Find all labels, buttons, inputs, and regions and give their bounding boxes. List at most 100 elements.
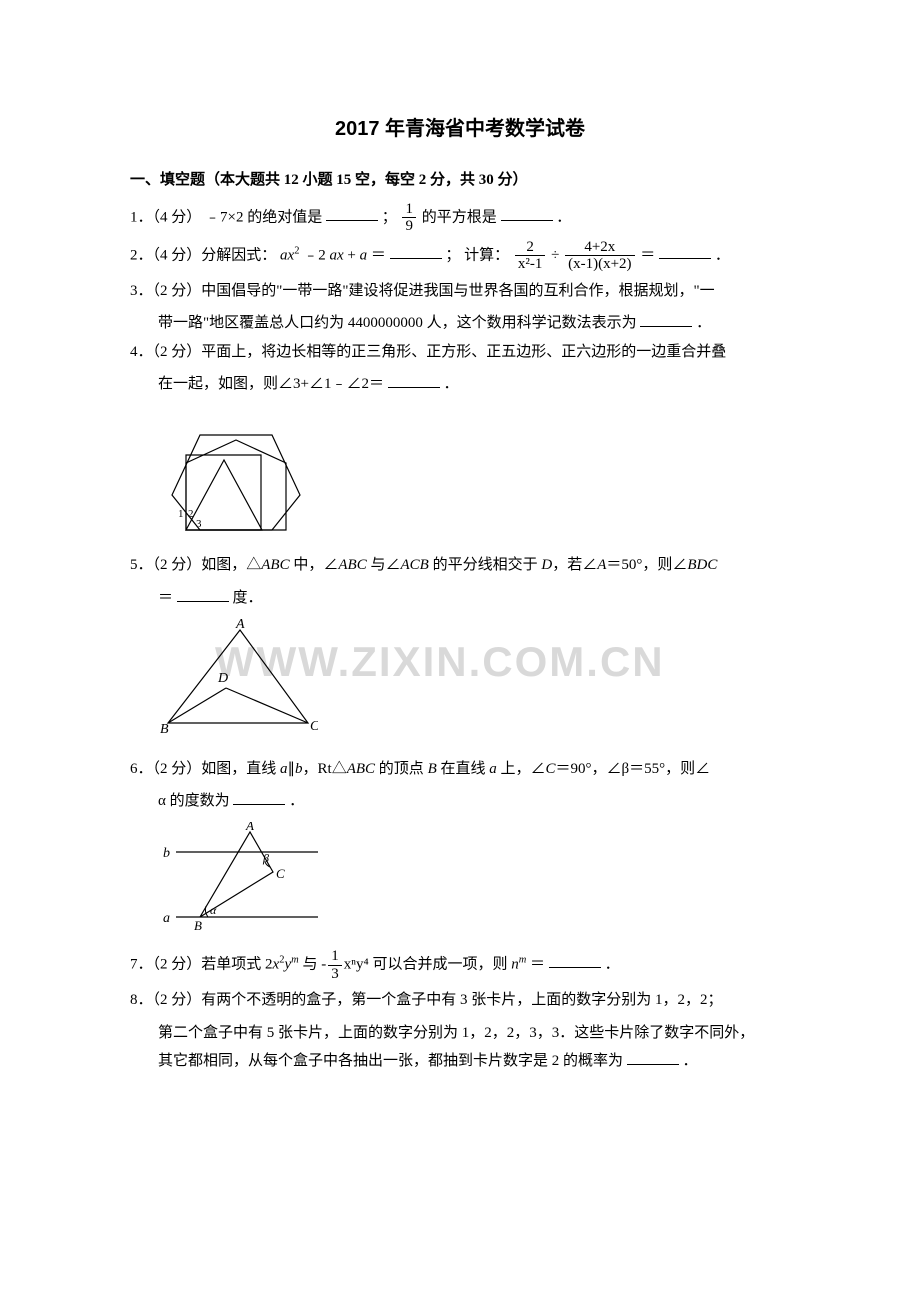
q2-text-end: ．: [715, 247, 730, 263]
blank: [390, 243, 442, 259]
q7-m: m: [291, 954, 299, 965]
divide-sign: ÷: [551, 247, 559, 263]
svg-text:C: C: [276, 866, 285, 881]
q5-abc: ABC: [261, 557, 289, 573]
q1-text-pre: 1．（4 分） ﹣7×2 的绝对值是: [130, 209, 322, 225]
content-area: 2017 年青海省中考数学试卷 一、填空题（本大题共 12 小题 15 空，每空…: [130, 110, 790, 1076]
question-2: 2．（4 分）分解因式： ax2 ﹣2 ax + a ＝ ； 计算： 2 x²-…: [130, 239, 790, 273]
blank: [326, 205, 378, 221]
q7-mid1: 与: [302, 956, 321, 972]
question-4-cont: 在一起，如图，则∠3+∠1﹣∠2＝ ．: [130, 370, 790, 399]
q7-mid2: 可以合并成一项，则: [372, 956, 511, 972]
q5-diagram: A B C D: [158, 618, 790, 749]
question-3-cont: 带一路"地区覆盖总人口约为 4400000000 人，这个数用科学记数法表示为 …: [130, 309, 790, 338]
blank: [627, 1049, 679, 1065]
q7-neg: -: [321, 956, 326, 972]
q6-c: C: [546, 761, 556, 777]
q2-eq: ＝: [640, 247, 655, 263]
numerator: 1: [328, 948, 342, 966]
fraction: 1 9: [402, 201, 416, 235]
q5-pre: 5．（2 分）如图，△: [130, 557, 261, 573]
svg-text:C: C: [310, 719, 318, 734]
q6-m2: ，Rt△: [303, 761, 347, 777]
q7-nm-n: n: [511, 956, 519, 972]
numerator: 2: [515, 239, 546, 257]
q8-end: ．: [683, 1053, 698, 1069]
q6-m4: 在直线: [437, 761, 490, 777]
page-title: 2017 年青海省中考数学试卷: [130, 110, 790, 148]
q2-expr-plus: +: [347, 247, 355, 263]
q5-b-end: 度．: [233, 590, 263, 606]
question-7: 7．（2 分）若单项式 2x2ym 与 - 1 3 xⁿy⁴ 可以合并成一项，则…: [130, 948, 790, 982]
q2-expr-ax: ax: [280, 247, 294, 263]
q5-m4: ，若∠: [552, 557, 597, 573]
svg-text:D: D: [217, 671, 228, 686]
svg-text:B: B: [194, 918, 202, 932]
svg-text:B: B: [160, 722, 169, 737]
q6-abc: ABC: [347, 761, 375, 777]
blank: [501, 205, 553, 221]
fraction: 4+2x (x-1)(x+2): [565, 239, 634, 273]
denominator: 9: [402, 218, 416, 235]
q6-m3: 的顶点: [375, 761, 428, 777]
q7-nm-m: m: [519, 954, 527, 965]
q5-m2: 与∠: [367, 557, 401, 573]
svg-text:α: α: [210, 903, 217, 917]
svg-text:b: b: [163, 846, 170, 861]
q7-pre: 7．（2 分）若单项式 2: [130, 956, 273, 972]
q6-a2: a: [489, 761, 497, 777]
q1-text-end: ．: [556, 209, 571, 225]
q1-text-post: 的平方根是: [422, 209, 497, 225]
svg-text:1: 1: [178, 508, 184, 520]
question-4: 4．（2 分）平面上，将边长相等的正三角形、正方形、正五边形、正六边形的一边重合…: [130, 338, 790, 367]
q6-B: B: [428, 761, 437, 777]
q6-m1: ∥: [288, 761, 296, 777]
q4-diagram: 1 2 3: [158, 405, 790, 546]
q7-xnyn: xⁿy⁴: [344, 956, 369, 972]
svg-text:A: A: [235, 618, 245, 632]
svg-text:a: a: [163, 911, 170, 926]
q8-c-text: 其它都相同，从每个盒子中各抽出一张，都抽到卡片数字是 2 的概率为: [158, 1053, 623, 1069]
q6-a: a: [280, 761, 288, 777]
q5-m1: 中，∠: [290, 557, 339, 573]
q5-b: ＝: [158, 590, 173, 606]
q5-m3: 的平分线相交于: [429, 557, 542, 573]
svg-text:3: 3: [196, 518, 202, 530]
question-6: 6．（2 分）如图，直线 a∥b，Rt△ABC 的顶点 B 在直线 a 上，∠C…: [130, 755, 790, 784]
question-5: 5．（2 分）如图，△ABC 中，∠ABC 与∠ACB 的平分线相交于 D，若∠…: [130, 551, 790, 580]
numerator: 4+2x: [565, 239, 634, 257]
q3-text-b: 带一路"地区覆盖总人口约为 4400000000 人，这个数用科学记数法表示为: [158, 315, 637, 331]
denominator: (x-1)(x+2): [565, 256, 634, 273]
q6-end: ．: [289, 793, 304, 809]
q6-b: b: [295, 761, 303, 777]
q6-m6: ＝90°，∠β＝55°，则∠: [556, 761, 711, 777]
q6-pre: 6．（2 分）如图，直线: [130, 761, 280, 777]
q5-d: D: [541, 557, 552, 573]
q2-expr-minus: ﹣2: [303, 247, 326, 263]
question-5-cont: ＝ 度．: [130, 584, 790, 613]
question-3: 3．（2 分）中国倡导的"一带一路"建设将促进我国与世界各国的互利合作，根据规划…: [130, 277, 790, 306]
q7-eq: ＝: [530, 956, 545, 972]
blank: [659, 243, 711, 259]
q4-text-b: 在一起，如图，则∠3+∠1﹣∠2＝: [158, 376, 384, 392]
q5-acb: ACB: [400, 557, 428, 573]
numerator: 1: [402, 201, 416, 219]
q2-text-pre: 2．（4 分）分解因式：: [130, 247, 276, 263]
fraction: 2 x²-1: [515, 239, 546, 273]
q2-text-mid: ； 计算：: [445, 247, 509, 263]
q5-a: A: [597, 557, 606, 573]
q3-text-end: ．: [696, 315, 711, 331]
blank: [388, 372, 440, 388]
svg-text:A: A: [245, 822, 254, 833]
fraction: 1 3: [328, 948, 342, 982]
q2-expr-eq: ＝: [371, 247, 386, 263]
question-8-b: 第二个盒子中有 5 张卡片，上面的数字分别为 1，2，2，3，3．这些卡片除了数…: [130, 1019, 790, 1048]
q2-expr-a: a: [360, 247, 368, 263]
q7-end: ．: [605, 956, 620, 972]
question-8: 8．（2 分）有两个不透明的盒子，第一个盒子中有 3 张卡片，上面的数字分别为 …: [130, 986, 790, 1015]
q6-diagram: b a A B C β α: [158, 822, 790, 943]
q1-text-mid: ；: [382, 209, 397, 225]
question-1: 1．（4 分） ﹣7×2 的绝对值是 ； 1 9 的平方根是 ．: [130, 201, 790, 235]
denominator: x²-1: [515, 256, 546, 273]
blank: [640, 311, 692, 327]
